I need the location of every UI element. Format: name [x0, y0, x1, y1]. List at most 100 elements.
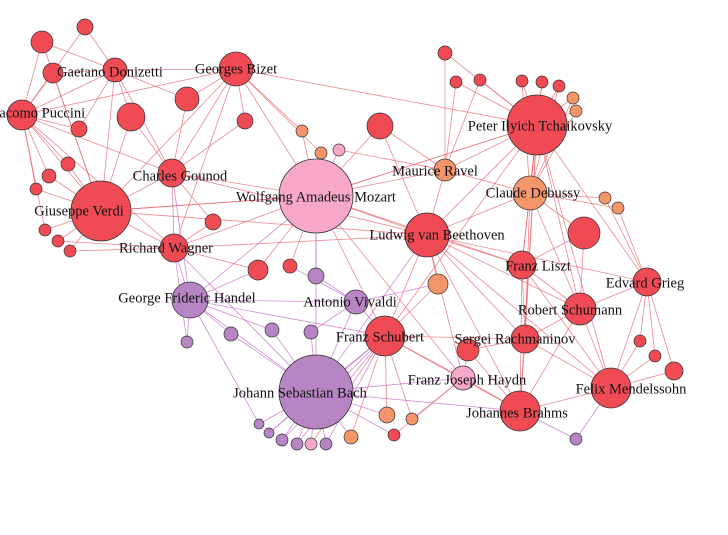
edge	[69, 247, 175, 252]
edge	[189, 299, 260, 425]
edge	[100, 210, 428, 236]
edge	[384, 335, 526, 340]
node-label: Claude Debussy	[486, 185, 581, 201]
node	[566, 91, 580, 105]
edge	[235, 68, 538, 126]
node-label: George Frideric Handel	[118, 290, 255, 306]
node	[275, 433, 289, 447]
node	[171, 281, 209, 319]
node	[567, 216, 601, 250]
node-label: Antonio Vivaldi	[303, 294, 397, 310]
node	[569, 104, 583, 118]
edge	[289, 265, 357, 303]
node	[63, 244, 77, 258]
node	[366, 112, 394, 140]
nodes	[6, 18, 684, 451]
node-label: Charles Gounod	[133, 168, 228, 184]
node	[278, 354, 354, 430]
edge	[444, 79, 481, 171]
node-label: Felix Mendelssohn	[576, 381, 688, 397]
node	[264, 322, 280, 338]
node	[611, 201, 625, 215]
node-label: Wolfgang Amadeus Mozart	[236, 189, 396, 205]
edge	[426, 234, 464, 379]
node	[387, 428, 401, 442]
node	[51, 234, 65, 248]
node	[278, 158, 354, 234]
node-label: Johann Sebastian Bach	[233, 385, 367, 401]
node	[157, 158, 187, 188]
node	[6, 99, 38, 131]
node	[563, 292, 597, 326]
edge	[536, 124, 612, 389]
node-label: Gaetano Donizetti	[57, 64, 163, 80]
node	[60, 156, 76, 172]
node	[433, 158, 457, 182]
node	[427, 273, 449, 295]
node-label: Georges Bizet	[195, 61, 277, 77]
node	[236, 112, 254, 130]
node	[247, 259, 269, 281]
node	[632, 267, 662, 297]
edge	[171, 68, 237, 174]
node-label: Giuseppe Verdi	[34, 203, 124, 219]
node	[290, 437, 304, 451]
node	[450, 365, 476, 391]
edge	[325, 335, 386, 445]
node	[473, 73, 487, 87]
node	[552, 79, 566, 93]
node-label: Franz Joseph Haydn	[408, 372, 527, 388]
edge	[426, 234, 526, 340]
node	[319, 437, 333, 451]
node	[304, 437, 318, 451]
edge	[114, 68, 237, 71]
edge	[529, 192, 581, 310]
edge	[315, 195, 464, 379]
node-label: Peter Ilyich Tchaikovsky	[468, 118, 613, 134]
edge	[426, 234, 521, 412]
node	[332, 143, 346, 157]
edge	[100, 68, 237, 212]
node-label: Robert Schumann	[518, 302, 623, 318]
node	[76, 18, 94, 36]
node	[364, 315, 406, 357]
node	[343, 429, 359, 445]
node	[437, 45, 453, 61]
edge	[114, 69, 188, 100]
labels: Gaetano Donizetti Georges Bizet Giacomo Pu…	[0, 61, 687, 421]
node	[180, 335, 194, 349]
node	[507, 250, 537, 280]
edge	[21, 69, 116, 116]
edge	[355, 283, 439, 303]
node	[404, 212, 450, 258]
edge	[173, 234, 428, 249]
node	[29, 182, 43, 196]
edge	[536, 124, 581, 310]
node-label: Ludwig van Beethoven	[369, 227, 505, 243]
edge	[21, 114, 173, 174]
edge	[384, 124, 538, 337]
edge	[521, 264, 612, 389]
edge	[173, 68, 237, 249]
node-label: Edvard Grieg	[606, 275, 685, 291]
node-label: Maurice Ravel	[392, 163, 478, 179]
node	[116, 102, 146, 132]
node	[174, 86, 200, 112]
node	[506, 94, 568, 156]
node	[282, 258, 298, 274]
node	[512, 175, 548, 211]
node	[263, 427, 275, 439]
node	[535, 75, 549, 89]
node	[515, 74, 529, 88]
node	[405, 412, 419, 426]
node	[41, 168, 57, 184]
node	[510, 324, 540, 354]
node-label: Franz Schubert	[336, 329, 424, 345]
node	[253, 418, 265, 430]
node	[218, 51, 254, 87]
node	[449, 75, 463, 89]
edge	[426, 234, 581, 310]
edge	[315, 124, 538, 197]
node	[378, 406, 396, 424]
node	[569, 432, 583, 446]
